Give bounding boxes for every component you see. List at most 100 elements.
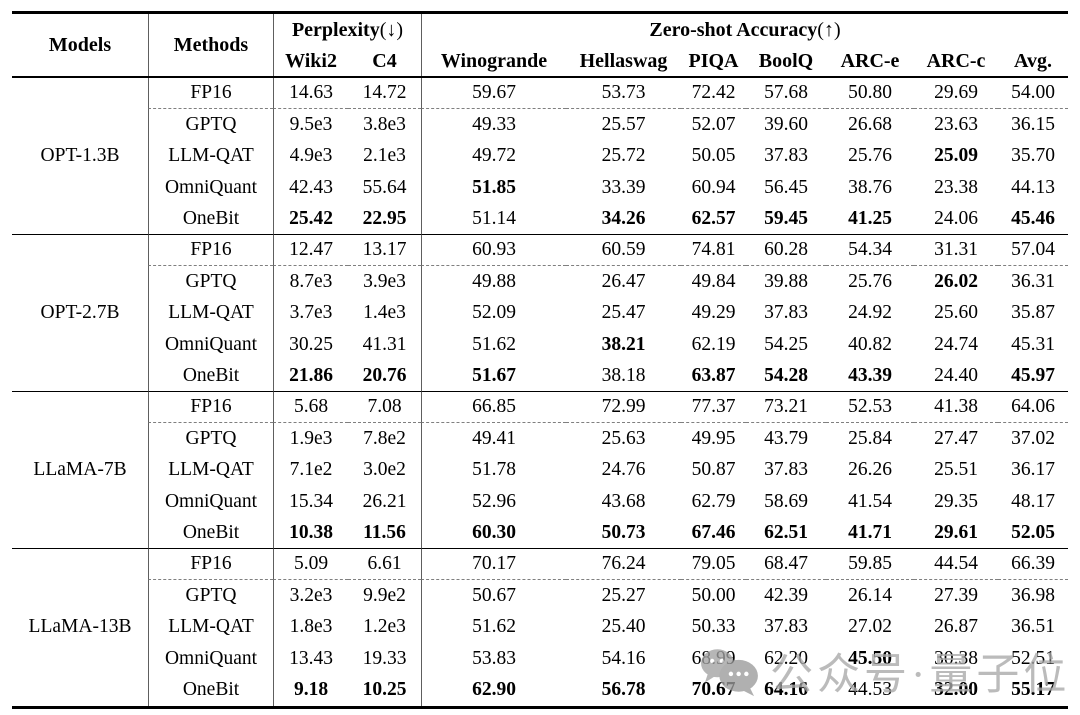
- value-cell: 51.14: [421, 203, 566, 235]
- method-label: OmniQuant: [148, 172, 273, 204]
- value-cell: 2.1e3: [363, 145, 406, 167]
- value-cell: 12.47: [273, 234, 348, 267]
- col-header-hellaswag: Hellaswag: [579, 50, 668, 72]
- col-header-arc-e: ARC-e: [840, 50, 900, 72]
- value-cell: 25.76: [848, 271, 892, 293]
- value-cell: 3.9e3: [363, 271, 406, 293]
- value-cell: 3.0e2: [363, 459, 406, 481]
- value-cell: 38.18: [566, 361, 681, 392]
- perplexity-label: Perplexity: [291, 19, 380, 41]
- value-cell: 38.76: [848, 176, 892, 198]
- method-label: FP16: [148, 234, 273, 267]
- value-cell: 79.05: [681, 549, 746, 581]
- value-cell: 49.29: [691, 302, 736, 324]
- value-cell: 23.63: [934, 114, 978, 136]
- value-cell: 57.04: [998, 235, 1068, 267]
- value-cell: 10.38: [273, 517, 348, 549]
- col-header-wiki2: Wiki2: [273, 47, 348, 76]
- value-cell: 53.83: [421, 643, 566, 675]
- value-cell: 40.82: [848, 333, 892, 355]
- table-body: OPT-1.3B FP16 14.63 14.72 59.67 53.73 72.42 57.…: [12, 78, 1068, 706]
- value-cell: 54.25: [764, 333, 808, 355]
- value-cell: 1.2e3: [363, 616, 406, 638]
- value-cell: 26.68: [848, 114, 892, 136]
- value-cell: 51.67: [421, 360, 566, 392]
- method-label: OneBit: [148, 360, 273, 392]
- method-label: LLM-QAT: [148, 297, 273, 330]
- value-cell: 52.53: [826, 392, 914, 424]
- value-cell: 10.25: [362, 679, 407, 701]
- value-cell: 1.4e3: [363, 302, 406, 324]
- value-cell: 37.83: [764, 145, 808, 167]
- value-cell: 52.96: [421, 486, 566, 518]
- method-label: OmniQuant: [148, 643, 273, 675]
- value-cell: 50.80: [826, 78, 914, 110]
- method-label: OmniQuant: [148, 329, 273, 361]
- value-cell: 66.39: [998, 549, 1068, 581]
- method-label: LLM-QAT: [148, 611, 273, 644]
- value-cell: 54.16: [601, 647, 646, 669]
- value-cell: 3.2e3: [273, 580, 348, 612]
- value-cell: 45.31: [1011, 333, 1055, 355]
- value-cell: 45.46: [998, 204, 1068, 235]
- value-cell: 35.70: [1011, 145, 1055, 167]
- value-cell: 9.9e2: [363, 584, 406, 606]
- value-cell: 41.31: [362, 333, 407, 355]
- value-cell: 52.07: [691, 114, 736, 136]
- col-header-boolq: BoolQ: [758, 50, 814, 72]
- value-cell: 3.8e3: [363, 114, 406, 136]
- value-cell: 26.26: [848, 459, 892, 481]
- value-cell: 25.51: [934, 459, 978, 481]
- value-cell: 57.68: [746, 78, 826, 110]
- value-cell: 62.79: [691, 490, 736, 512]
- value-cell: 7.1e2: [273, 454, 348, 487]
- value-cell: 24.92: [848, 302, 892, 324]
- method-label: FP16: [148, 391, 273, 424]
- value-cell: 24.74: [934, 333, 978, 355]
- value-cell: 31.31: [914, 235, 998, 267]
- value-cell: 55.64: [362, 176, 407, 198]
- value-cell: 25.84: [848, 427, 892, 449]
- value-cell: 56.78: [601, 679, 646, 701]
- value-cell: 63.87: [681, 361, 746, 392]
- col-header-perplexity: Perplexity (↓): [273, 14, 421, 47]
- value-cell: 26.47: [601, 271, 646, 293]
- value-cell: 50.00: [691, 584, 736, 606]
- value-cell: 59.45: [746, 204, 826, 235]
- value-cell: 72.99: [566, 392, 681, 424]
- value-cell: 13.43: [273, 643, 348, 675]
- value-cell: 66.85: [421, 391, 566, 424]
- value-cell: 1.8e3: [273, 611, 348, 644]
- value-cell: 68.99: [691, 647, 736, 669]
- value-cell: 60.30: [421, 517, 566, 549]
- col-header-piqa: PIQA: [688, 50, 739, 72]
- value-cell: 59.85: [826, 549, 914, 581]
- value-cell: 58.69: [764, 490, 808, 512]
- value-cell: 33.39: [601, 176, 646, 198]
- value-cell: 39.88: [764, 271, 808, 293]
- value-cell: 49.72: [421, 140, 566, 173]
- value-cell: 32.00: [934, 679, 978, 701]
- value-cell: 62.19: [691, 333, 736, 355]
- value-cell: 15.34: [273, 486, 348, 518]
- value-cell: 27.47: [934, 427, 978, 449]
- table-header: Models Methods Perplexity (↓) Zero-shot A…: [12, 14, 1068, 78]
- method-label: LLM-QAT: [148, 454, 273, 487]
- value-cell: 26.14: [848, 584, 892, 606]
- value-cell: 50.33: [691, 616, 736, 638]
- value-cell: 4.9e3: [273, 140, 348, 173]
- value-cell: 77.37: [681, 392, 746, 424]
- value-cell: 59.67: [421, 78, 566, 110]
- value-cell: 54.00: [998, 78, 1068, 110]
- value-cell: 62.90: [421, 674, 566, 706]
- value-cell: 53.73: [566, 78, 681, 110]
- value-cell: 14.72: [348, 78, 421, 110]
- value-cell: 25.57: [601, 114, 646, 136]
- value-cell: 51.85: [421, 172, 566, 204]
- value-cell: 45.97: [998, 361, 1068, 392]
- method-label: OneBit: [148, 674, 273, 706]
- value-cell: 30.25: [273, 329, 348, 361]
- method-label: LLM-QAT: [148, 140, 273, 173]
- value-cell: 7.8e2: [363, 427, 406, 449]
- value-cell: 41.54: [848, 490, 892, 512]
